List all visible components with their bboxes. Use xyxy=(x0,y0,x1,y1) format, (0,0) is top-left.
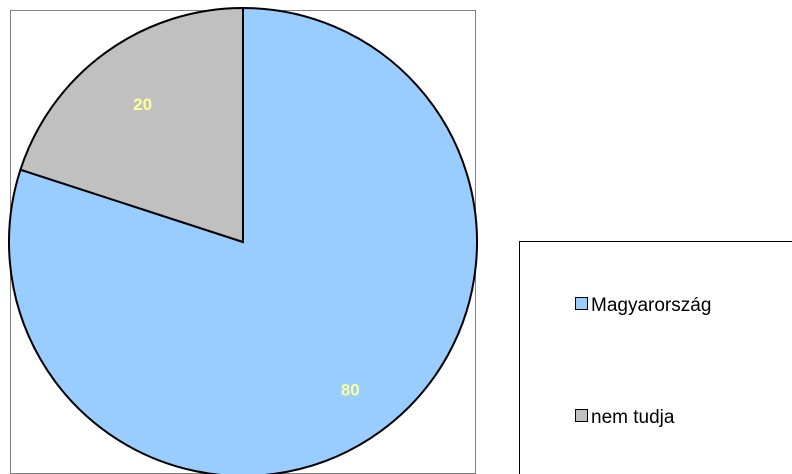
pie-slice-nem-tudja xyxy=(19,6,244,244)
legend-box xyxy=(519,241,792,474)
legend-swatch-magyarorszag xyxy=(575,297,588,310)
legend-label-nem-tudja: nem tudja xyxy=(591,407,675,428)
data-label-nem-tudja: 20 xyxy=(133,95,152,114)
legend-label-magyarorszag: Magyarország xyxy=(591,295,711,316)
data-labels: 80 20 xyxy=(133,95,360,400)
pie-slices xyxy=(8,6,478,474)
legend: Magyarország nem tudja xyxy=(519,241,792,474)
data-label-magyarorszag: 80 xyxy=(341,381,360,400)
legend-swatch-nem-tudja xyxy=(575,409,588,422)
